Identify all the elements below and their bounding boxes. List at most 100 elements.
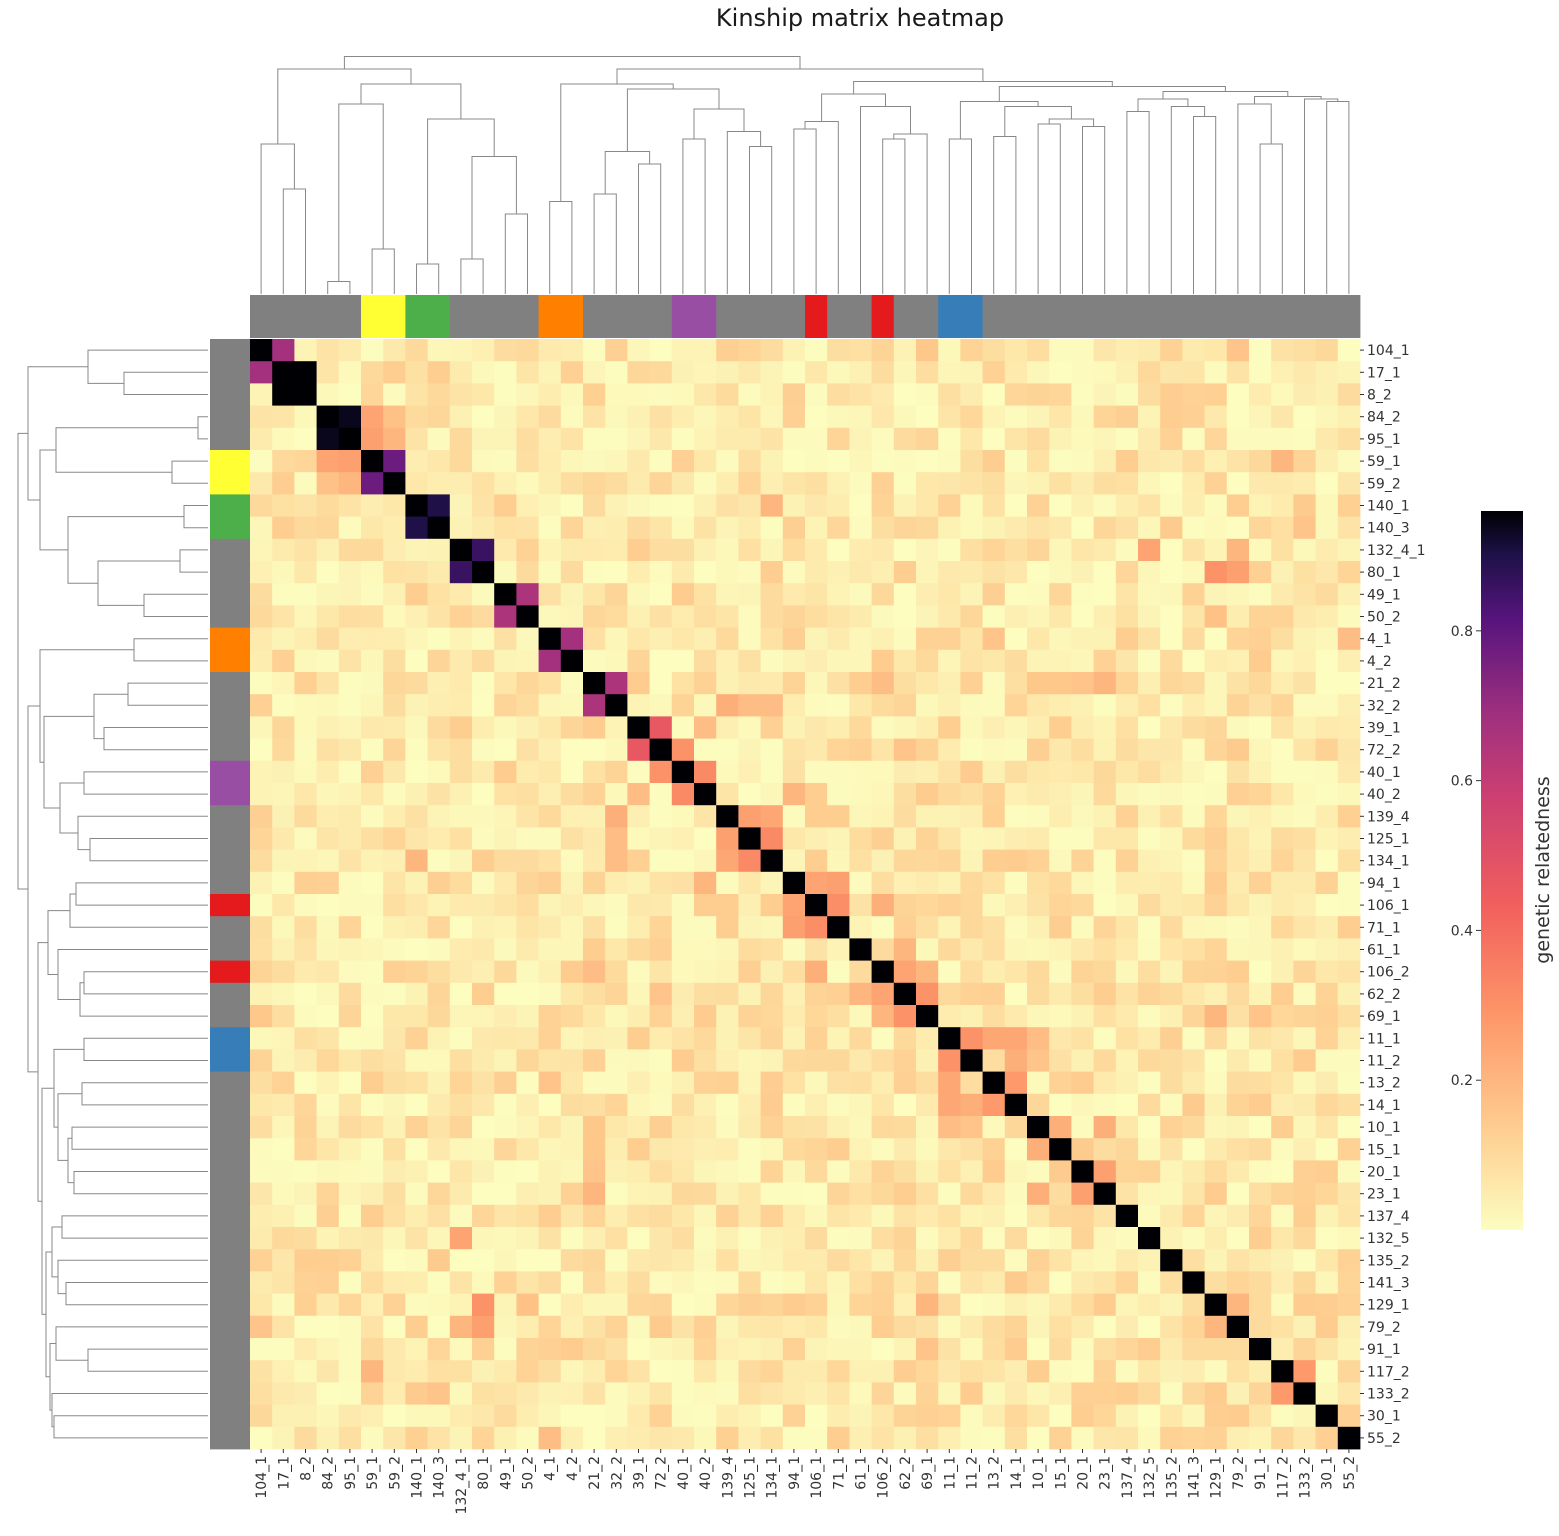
column-group-color xyxy=(916,295,939,338)
heatmap-cell xyxy=(938,339,961,362)
heatmap-cell xyxy=(760,1315,784,1339)
heatmap-cell xyxy=(1315,1360,1339,1383)
heatmap-cell xyxy=(538,672,562,695)
heatmap-cell xyxy=(472,805,495,828)
heatmap-cell xyxy=(760,1160,784,1183)
heatmap-cell xyxy=(494,1027,517,1050)
dendrogram-branch xyxy=(75,882,208,906)
heatmap-cell xyxy=(671,383,695,406)
heatmap-cell xyxy=(583,361,606,384)
heatmap-cell xyxy=(1182,605,1205,628)
heatmap-cell xyxy=(494,760,517,784)
heatmap-cell xyxy=(1226,1093,1250,1117)
heatmap-cell xyxy=(538,760,562,784)
heatmap-cell xyxy=(782,427,806,451)
heatmap-cell xyxy=(294,916,317,939)
heatmap-cell xyxy=(427,982,451,1006)
dendrogram-branch xyxy=(27,366,88,501)
heatmap-cell xyxy=(627,516,650,540)
heatmap-cell xyxy=(716,583,739,606)
heatmap-cell xyxy=(1271,427,1294,451)
heatmap-cell xyxy=(1249,1049,1272,1072)
heatmap-cell xyxy=(716,760,739,784)
heatmap-cell xyxy=(361,1293,384,1317)
heatmap-cell xyxy=(938,982,961,1006)
heatmap-cell xyxy=(694,1249,717,1272)
heatmap-cell xyxy=(1138,1271,1161,1294)
heatmap-cell xyxy=(649,1049,673,1072)
heatmap-cell xyxy=(1093,627,1117,651)
heatmap-cell xyxy=(982,694,1006,717)
dendrogram-branch xyxy=(1037,123,1061,294)
heatmap-cell xyxy=(1249,672,1272,695)
heatmap-cell xyxy=(1182,1116,1205,1139)
heatmap-cell xyxy=(1226,1249,1250,1272)
heatmap-cells xyxy=(250,339,1361,1450)
heatmap-cell xyxy=(494,649,517,673)
heatmap-cell xyxy=(361,1315,384,1339)
heatmap-cell xyxy=(583,339,606,362)
heatmap-cell xyxy=(982,1138,1006,1161)
heatmap-cell xyxy=(538,916,562,939)
heatmap-cell xyxy=(805,894,828,917)
heatmap-cell xyxy=(361,982,384,1006)
column-tick-label: 14_1 xyxy=(1009,1456,1025,1490)
heatmap-cell xyxy=(694,472,717,495)
heatmap-cell xyxy=(1071,716,1094,739)
heatmap-cell xyxy=(1226,672,1250,695)
heatmap-cell xyxy=(1315,516,1339,540)
row-group-color xyxy=(210,960,250,984)
dendrogram-branch xyxy=(638,163,662,294)
column-tick-label: 10_1 xyxy=(1031,1456,1047,1490)
column-group-color xyxy=(760,295,784,338)
heatmap-cell xyxy=(560,694,584,717)
heatmap-cell xyxy=(1160,894,1183,917)
heatmap-cell xyxy=(583,1204,606,1228)
heatmap-cell xyxy=(316,827,340,850)
dendrogram-branch xyxy=(282,188,306,294)
heatmap-cell xyxy=(294,672,317,695)
heatmap-cell xyxy=(1337,1404,1361,1428)
heatmap-cell xyxy=(560,672,584,695)
heatmap-cell xyxy=(449,494,473,517)
heatmap-cell xyxy=(1337,605,1361,628)
heatmap-cell xyxy=(361,1093,384,1117)
heatmap-cell xyxy=(649,1160,673,1183)
heatmap-cell xyxy=(1160,827,1183,850)
heatmap-cell xyxy=(1337,1049,1361,1072)
heatmap-cell xyxy=(694,450,717,473)
heatmap-cell xyxy=(560,805,584,828)
heatmap-cell xyxy=(671,1315,695,1339)
heatmap-cell xyxy=(1226,516,1250,540)
heatmap-cell xyxy=(1226,849,1250,873)
heatmap-cell xyxy=(960,1338,983,1361)
heatmap-cell xyxy=(1249,339,1272,362)
row-tick-label: 129_1 xyxy=(1367,1298,1410,1314)
column-group-color xyxy=(1204,295,1228,338)
heatmap-cell xyxy=(916,1249,939,1272)
heatmap-cell xyxy=(472,1027,495,1050)
heatmap-cell xyxy=(516,1116,539,1139)
heatmap-cell xyxy=(960,694,983,717)
heatmap-cell xyxy=(849,1005,872,1028)
heatmap-cell xyxy=(893,783,917,806)
heatmap-cell xyxy=(338,916,362,939)
heatmap-cell xyxy=(871,1071,895,1095)
heatmap-cell xyxy=(472,627,495,651)
heatmap-cell xyxy=(694,805,717,828)
heatmap-cell xyxy=(960,672,983,695)
heatmap-cell xyxy=(338,1160,362,1183)
heatmap-cell xyxy=(760,1182,784,1206)
heatmap-cell xyxy=(361,1071,384,1095)
heatmap-cell xyxy=(1226,649,1250,673)
heatmap-cell xyxy=(494,871,517,895)
heatmap-cell xyxy=(694,1027,717,1050)
heatmap-cell xyxy=(649,982,673,1006)
heatmap-cell xyxy=(805,716,828,739)
heatmap-cell xyxy=(849,1027,872,1050)
heatmap-cell xyxy=(383,1027,406,1050)
heatmap-cell xyxy=(805,339,828,362)
heatmap-cell xyxy=(671,894,695,917)
heatmap-cell xyxy=(250,361,273,384)
heatmap-cell xyxy=(649,1404,673,1428)
